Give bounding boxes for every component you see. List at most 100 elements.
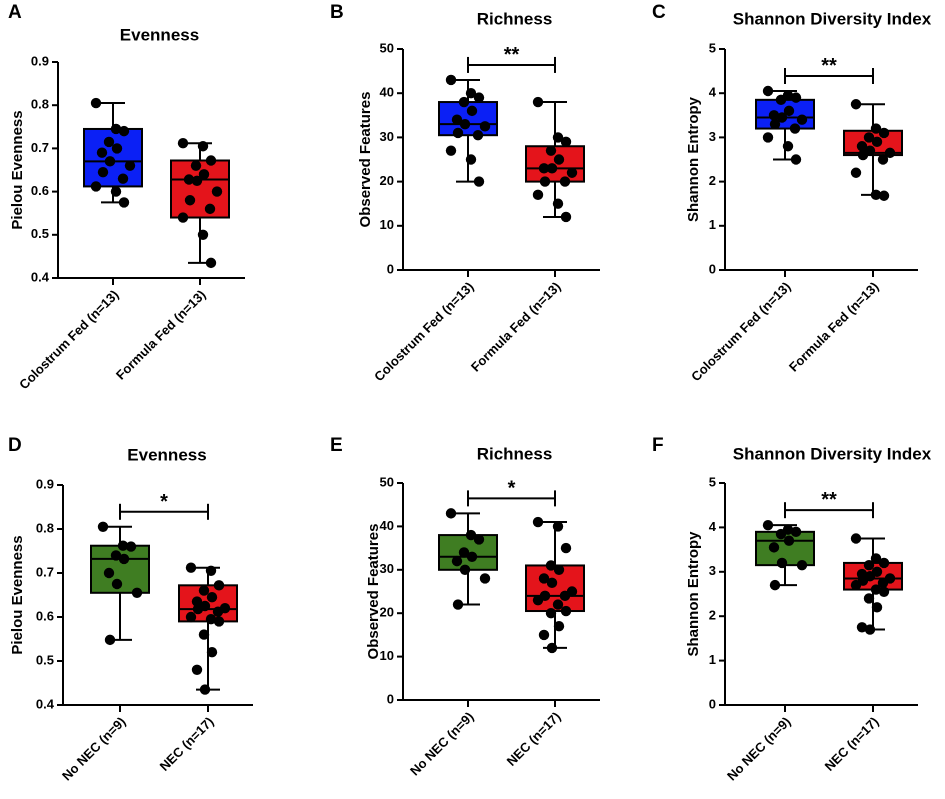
data-point-b [545,145,557,156]
y-tick-label-e: 20 [380,605,394,620]
chart-title-a: Evenness [120,25,199,44]
x-tick-label-a: Colostrum Fed (n=13) [16,287,121,392]
data-point-d [205,614,217,625]
data-point-e [559,590,571,602]
data-point-b [452,127,464,139]
data-point-b [532,96,544,108]
data-point-f [769,579,781,591]
data-point-b [451,114,463,125]
x-tick-label-f: NEC (n=17) [822,714,882,774]
data-point-a [197,229,209,240]
y-tick-label-f: 1 [709,652,716,667]
y-tick-label-b: 40 [380,85,394,100]
panel-letter-a: A [8,2,22,23]
data-point-f [850,579,862,591]
data-point-e [459,564,471,575]
data-point-c [857,149,869,161]
data-point-c [871,136,883,148]
data-point-b [539,176,551,187]
data-point-b [546,163,558,174]
data-point-b [566,167,578,178]
x-tick-label-c: Colostrum Fed (n=13) [688,279,793,384]
data-point-c [776,112,788,123]
y-tick-label-d: 0.7 [36,564,54,579]
data-point-a [211,186,223,197]
y-axis-label-b: Observed Features [357,92,374,228]
data-point-d [111,578,123,590]
data-point-a [197,141,209,152]
data-point-e [552,599,564,610]
panel-letter-e: E [330,435,343,456]
data-point-a [96,147,108,158]
data-point-a [110,186,122,197]
data-point-c [789,123,801,134]
data-point-f [775,528,787,540]
significance-label-b: ** [504,44,520,66]
data-point-f [790,526,802,538]
data-point-f [796,559,808,571]
chart-title-e: Richness [477,444,553,463]
data-point-e [465,529,477,541]
data-point-a [118,125,130,137]
data-point-c [870,123,882,134]
y-tick-label-b: 50 [380,40,394,55]
y-tick-label-f: 4 [709,519,717,534]
x-tick-label-e: No NEC (n=9) [407,709,477,779]
data-point-b [553,154,565,165]
data-point-f [776,557,788,569]
data-point-f [864,624,876,635]
data-point-a [90,97,102,109]
y-tick-label-f: 2 [709,608,716,623]
data-point-f [878,586,890,597]
data-point-c [790,154,802,165]
data-point-e [538,629,550,641]
data-point-b [560,136,572,148]
data-point-b [445,74,457,86]
data-point-e [545,608,557,619]
panel-letter-d: D [8,435,22,456]
data-point-e [538,573,550,584]
data-point-f [850,533,862,544]
significance-label-c: ** [821,55,837,77]
data-point-b [479,121,491,132]
data-point-a [190,160,202,171]
data-point-d [103,567,115,579]
data-point-e [532,594,544,606]
y-tick-label-a: 0.8 [31,97,49,112]
data-point-d [191,664,203,675]
data-point-a [117,173,129,184]
data-point-a [110,123,122,135]
x-tick-label-c: Formula Fed (n=13) [786,279,882,375]
data-point-e [553,621,565,632]
data-point-f [783,535,795,546]
data-point-e [553,564,565,575]
y-tick-label-a: 0.5 [31,226,49,241]
data-point-d [199,684,211,695]
data-point-a [118,197,130,208]
data-point-b [532,189,544,201]
data-point-a [104,156,116,167]
y-tick-label-e: 40 [380,518,394,533]
data-point-e [466,551,478,562]
y-tick-label-f: 3 [709,563,716,578]
data-point-d [125,541,137,552]
data-point-d [118,553,130,565]
data-point-a [198,169,210,180]
data-point-e [473,534,485,545]
y-tick-label-d: 0.5 [36,652,54,667]
data-point-c [850,167,862,178]
x-tick-label-b: Colostrum Fed (n=13) [371,279,476,384]
data-point-c [769,118,781,130]
x-tick-label-a: Formula Fed (n=13) [113,287,209,383]
y-tick-label-b: 0 [387,261,394,276]
y-tick-label-c: 2 [709,173,716,188]
data-point-c [782,141,794,152]
y-tick-label-d: 0.9 [36,476,54,491]
data-point-e [546,642,558,654]
panel-letter-b: B [330,2,344,23]
y-tick-label-f: 0 [709,696,716,711]
data-point-d [185,562,197,573]
significance-label-e: * [508,477,516,499]
data-point-e [560,605,572,617]
